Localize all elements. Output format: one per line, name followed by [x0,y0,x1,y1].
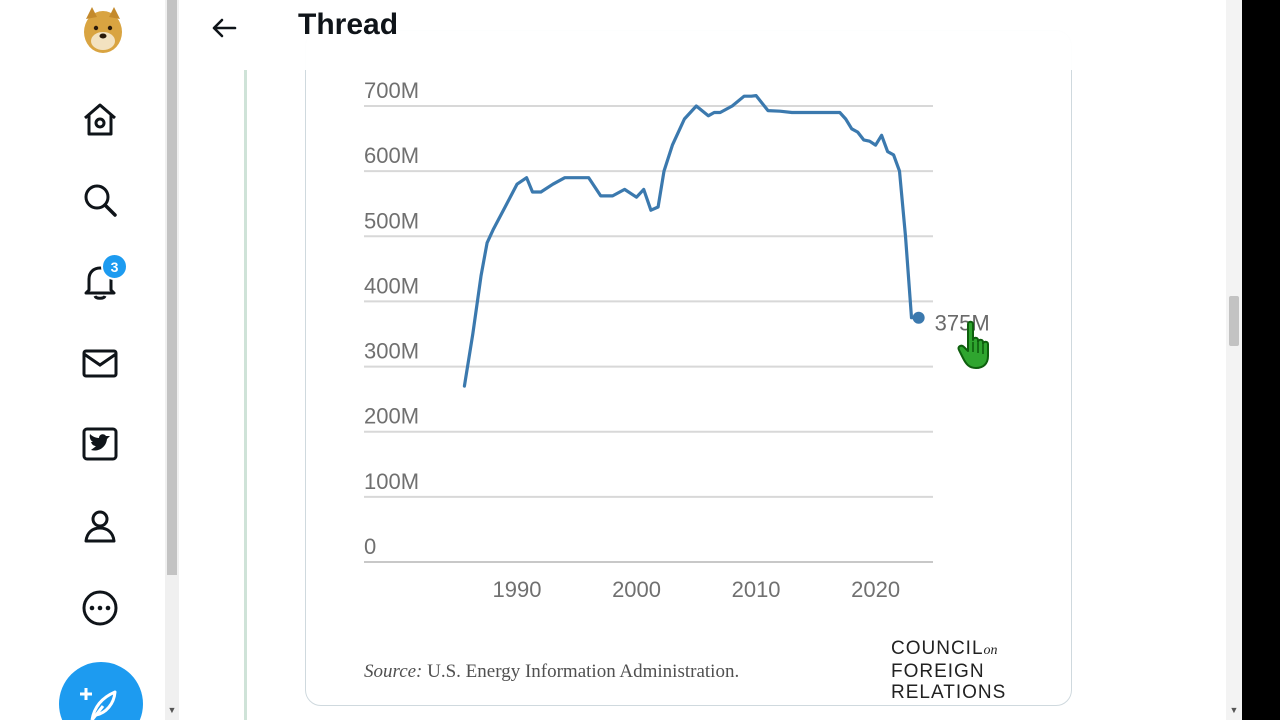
more-icon [82,590,118,626]
x-tick-label: 1990 [493,577,542,602]
thread-header [180,0,1150,70]
logo-line-3: RELATIONS [891,682,1007,703]
chart-x-axis: 1990 2000 2010 2020 [493,577,901,602]
search-icon [84,184,117,217]
person-icon [84,510,116,543]
tweet-media-card[interactable]: 0 100M 200M 300M 400M 500M 600M 700M 1990 2000 20… [305,30,1072,706]
nav-more-button[interactable] [70,578,130,638]
y-tick-label: 700M [364,78,419,103]
logo-line-2: FOREIGN [891,661,985,682]
arrow-left-icon [212,18,237,38]
series-line-0 [462,93,921,388]
nav-scrollbar[interactable]: ▼ [165,0,179,720]
chart-y-axis: 0 100M 200M 300M 400M 500M 600M 700M [364,78,419,559]
y-tick-label: 0 [364,534,376,559]
chart-source: Source: U.S. Energy Information Administ… [364,661,739,683]
chart: 0 100M 200M 300M 400M 500M 600M 700M 1990 2000 20… [364,78,990,602]
source-label: Source: [364,661,423,682]
y-tick-label: 600M [364,143,419,168]
notification-badge: 3 [101,253,128,280]
y-tick-label: 400M [364,273,419,298]
feather-plus-icon [80,688,117,720]
end-value-label: 375M [935,311,990,336]
hand-cursor-icon [957,320,989,369]
cfr-logo: COUNCILon FOREIGN RELATIONS [891,638,1006,703]
left-nav: 3 [0,0,165,720]
source-text: U.S. Energy Information Administration. [427,661,740,682]
nav-messages-button[interactable] [70,333,130,393]
avatar[interactable] [80,5,126,55]
page-scrollbar-thumb[interactable] [1229,296,1239,346]
chart-annotations: 375M [912,311,990,336]
x-tick-label: 2000 [612,577,661,602]
chart-series [462,93,921,388]
page-scroll-down-arrow[interactable]: ▼ [1229,705,1239,715]
compose-tweet-button[interactable] [59,662,143,720]
y-tick-label: 200M [364,404,419,429]
nav-scroll-down-arrow[interactable]: ▼ [167,705,177,715]
logo-line-1: COUNCIL [891,638,984,659]
page-title: Thread [298,8,399,41]
back-button[interactable] [204,8,244,48]
thread-connector-line [244,70,247,720]
x-tick-label: 2020 [851,577,900,602]
envelope-icon [82,349,118,378]
nav-twitter-blue-button[interactable] [70,414,130,474]
x-tick-label: 2010 [732,577,781,602]
nav-scrollbar-thumb[interactable] [167,0,177,575]
home-icon [84,103,116,136]
nav-home-button[interactable] [70,90,130,150]
y-tick-label: 300M [364,339,419,364]
chart-gridlines [364,105,933,563]
logo-on: on [983,643,998,658]
y-tick-label: 100M [364,469,419,494]
nav-profile-button[interactable] [70,496,130,556]
twitter-bird-icon [82,427,118,461]
end-point-marker [912,311,925,324]
page-scrollbar[interactable]: ▼ [1226,0,1242,720]
window-edge [1242,0,1280,720]
y-tick-label: 500M [364,208,419,233]
nav-explore-button[interactable] [70,170,130,230]
